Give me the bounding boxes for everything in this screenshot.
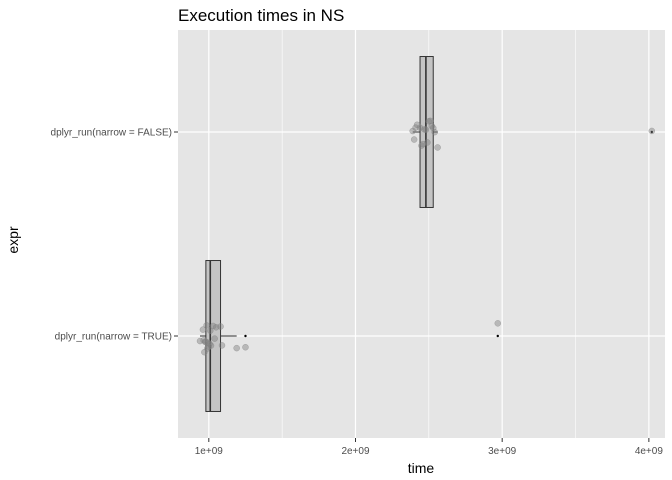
data-point [494,320,502,327]
points-layer [196,117,656,356]
data-point [431,128,438,136]
outlier-point [244,334,247,338]
data-point [233,344,240,352]
data-point [434,144,441,151]
data-point [202,338,210,345]
y-tick-label: dplyr_run(narrow = FALSE) [51,128,172,139]
outlier-point [496,334,499,338]
data-point [427,117,434,125]
data-point [211,335,218,342]
y-axis: dplyr_run(narrow = TRUE) dplyr_run(narrow… [51,128,178,343]
x-tick-label: 1e+09 [195,446,224,457]
data-point [410,136,418,143]
x-tick-label: 2e+09 [341,446,370,457]
data-point [648,127,656,135]
outlier-point [650,130,653,134]
data-point [207,327,214,334]
data-point [429,124,437,132]
y-tick-label: dplyr_run(narrow = TRUE) [55,332,172,343]
y-axis-title: expr [5,226,21,254]
x-axis: 1e+09 2e+09 3e+09 4e+09 [195,438,664,457]
data-point [424,139,431,146]
data-point [218,342,226,349]
x-tick-label: 4e+09 [635,446,664,457]
grid-lines [178,30,665,438]
data-point [217,323,224,330]
data-point [207,342,215,349]
data-point [199,326,207,333]
boxes-layer [200,56,653,412]
data-point [203,322,210,329]
data-point [422,126,430,133]
data-point [242,343,249,351]
x-axis-title: time [408,460,435,476]
chart-title: Execution times in NS [178,6,344,25]
x-tick-label: 3e+09 [488,446,517,457]
